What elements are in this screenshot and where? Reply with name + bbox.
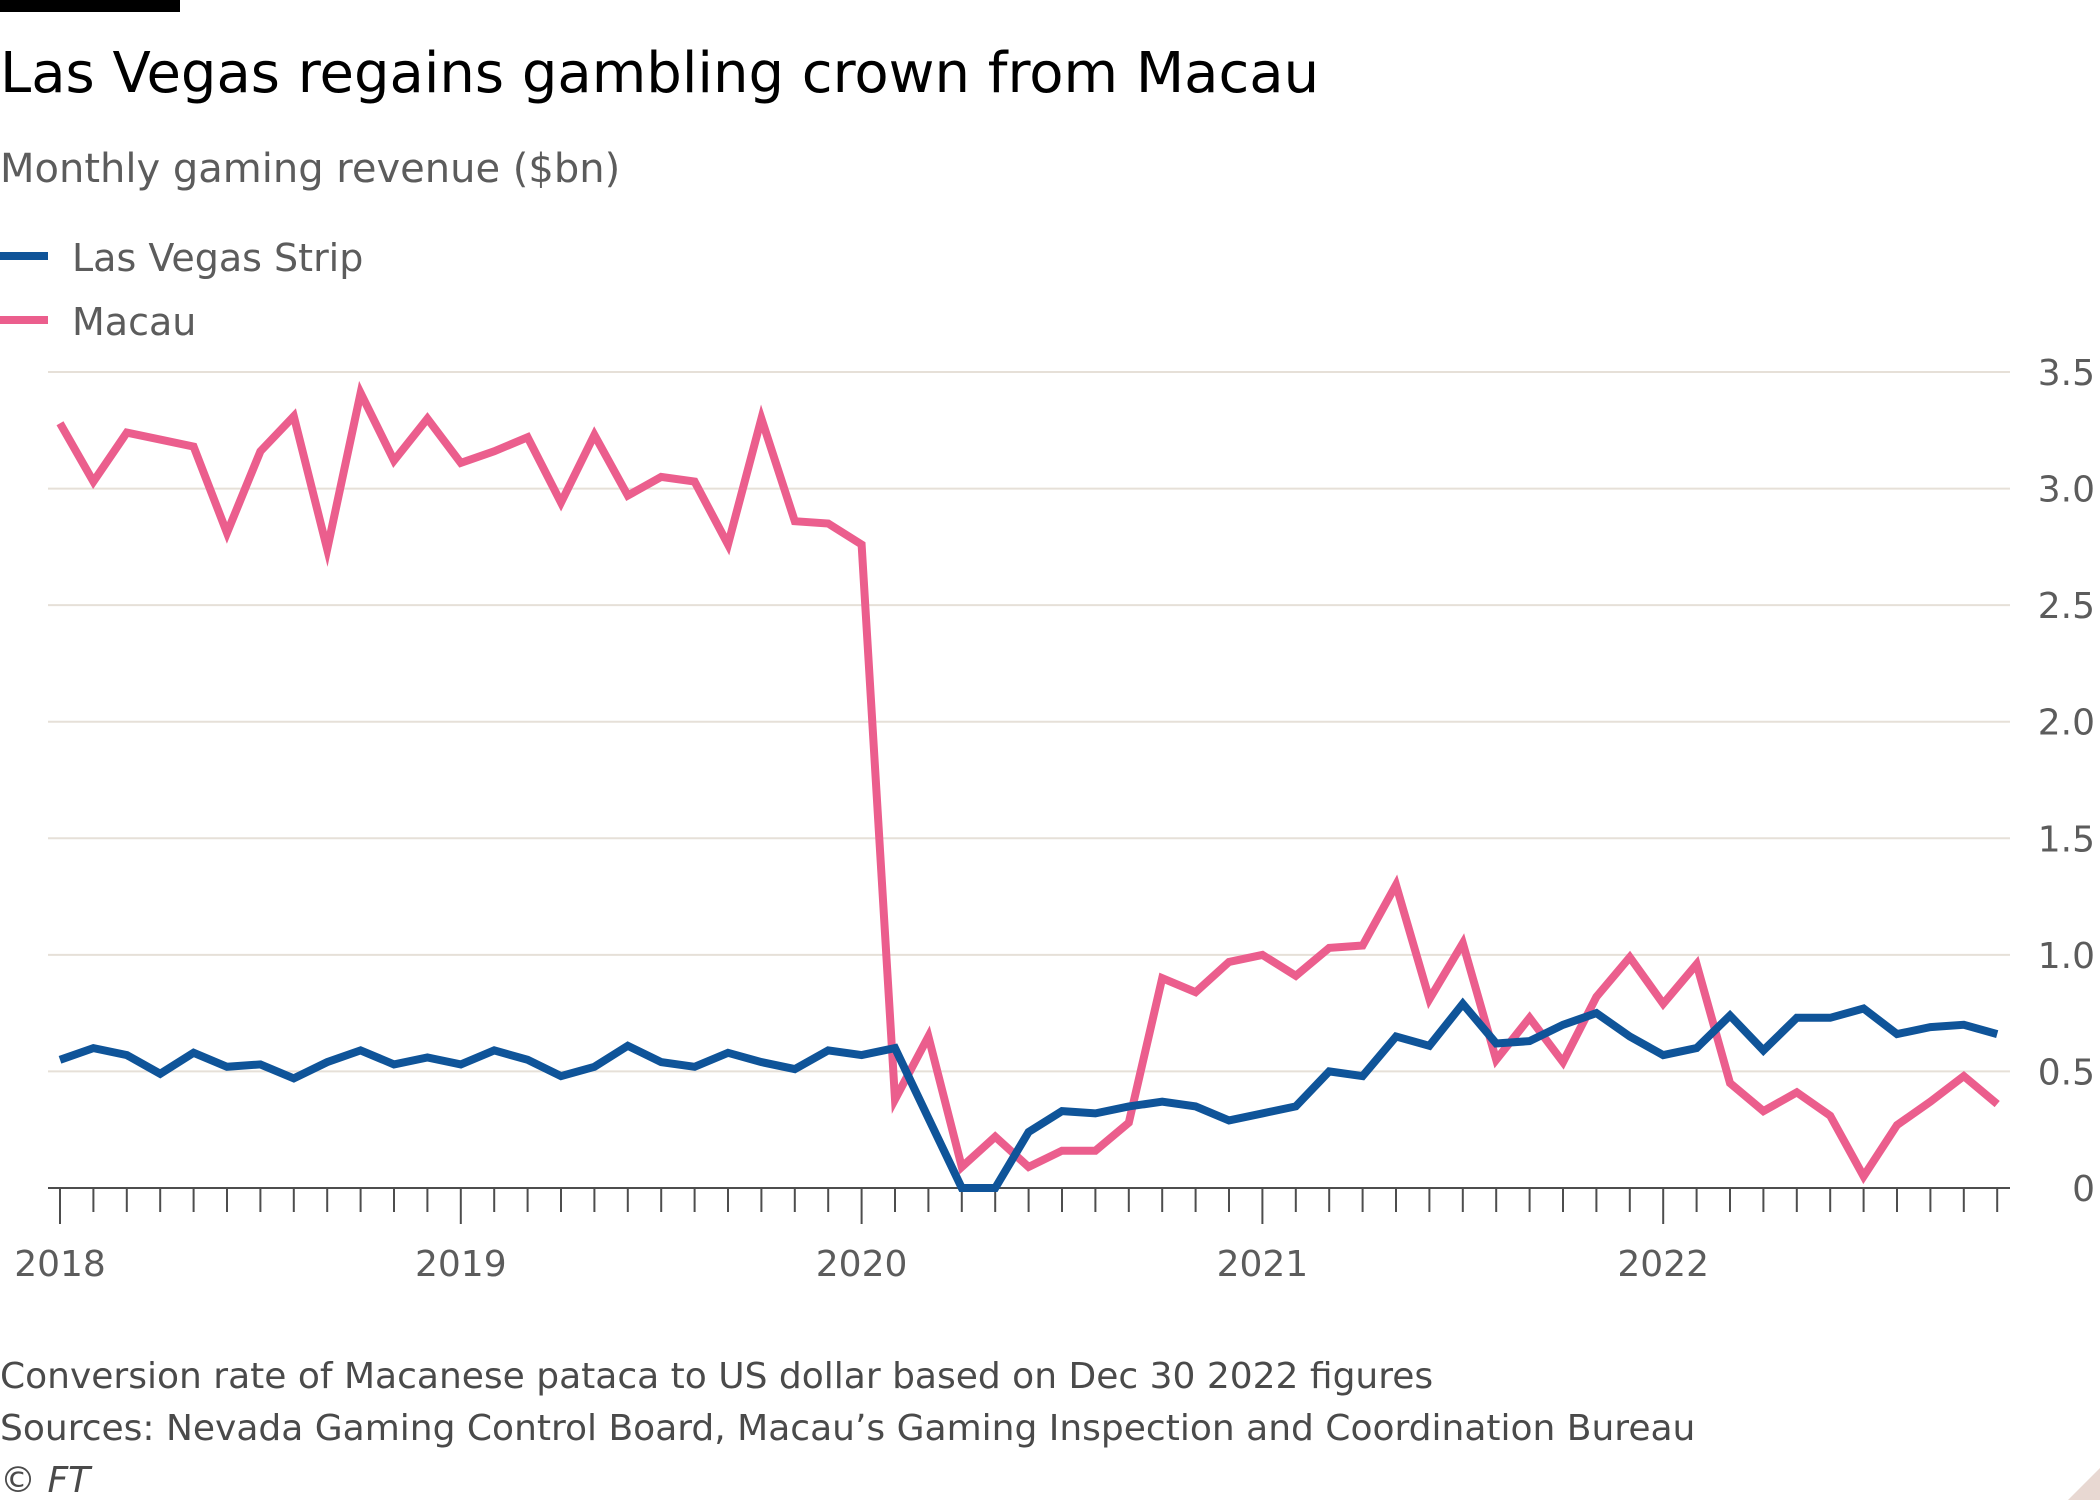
y-tick-label: 3.5	[2038, 353, 2095, 394]
chart-subtitle: Monthly gaming revenue ($bn)	[0, 146, 620, 192]
legend: Las Vegas Strip Macau	[0, 236, 363, 344]
x-axis: 2018 2019 2020 2021 2022	[14, 1188, 1999, 1285]
x-tick-label: 2018	[14, 1244, 106, 1285]
y-tick-label: 0	[2072, 1169, 2095, 1210]
y-tick-label: 0.5	[2038, 1052, 2095, 1093]
accent-bar	[0, 0, 180, 12]
legend-label-macau: Macau	[72, 300, 196, 344]
y-tick-label: 3.0	[2038, 470, 2095, 511]
y-tick-label: 1.5	[2038, 819, 2095, 860]
x-tick-label: 2021	[1217, 1244, 1309, 1285]
legend-label-las-vegas: Las Vegas Strip	[72, 236, 363, 280]
x-tick-label: 2020	[816, 1244, 908, 1285]
series-line-macau	[56, 380, 2000, 1185]
chart-title: Las Vegas regains gambling crown from Ma…	[0, 41, 1319, 106]
x-tick-label: 2019	[415, 1244, 507, 1285]
series-line-las-vegas-strip	[58, 997, 1999, 1192]
sources: Sources: Nevada Gaming Control Board, Ma…	[0, 1408, 1695, 1449]
credit: © FT	[0, 1460, 93, 1500]
gridlines: 0 0.5 1.0 1.5 2.0 2.5 3.0 3.5	[48, 353, 2095, 1210]
y-tick-label: 1.0	[2038, 936, 2095, 977]
footnote: Conversion rate of Macanese pataca to US…	[0, 1356, 1433, 1397]
corner-mark	[2068, 1468, 2100, 1500]
y-tick-label: 2.0	[2038, 703, 2095, 744]
plot-area	[56, 380, 2000, 1192]
x-tick-label: 2022	[1617, 1244, 1709, 1285]
y-tick-label: 2.5	[2038, 586, 2095, 627]
